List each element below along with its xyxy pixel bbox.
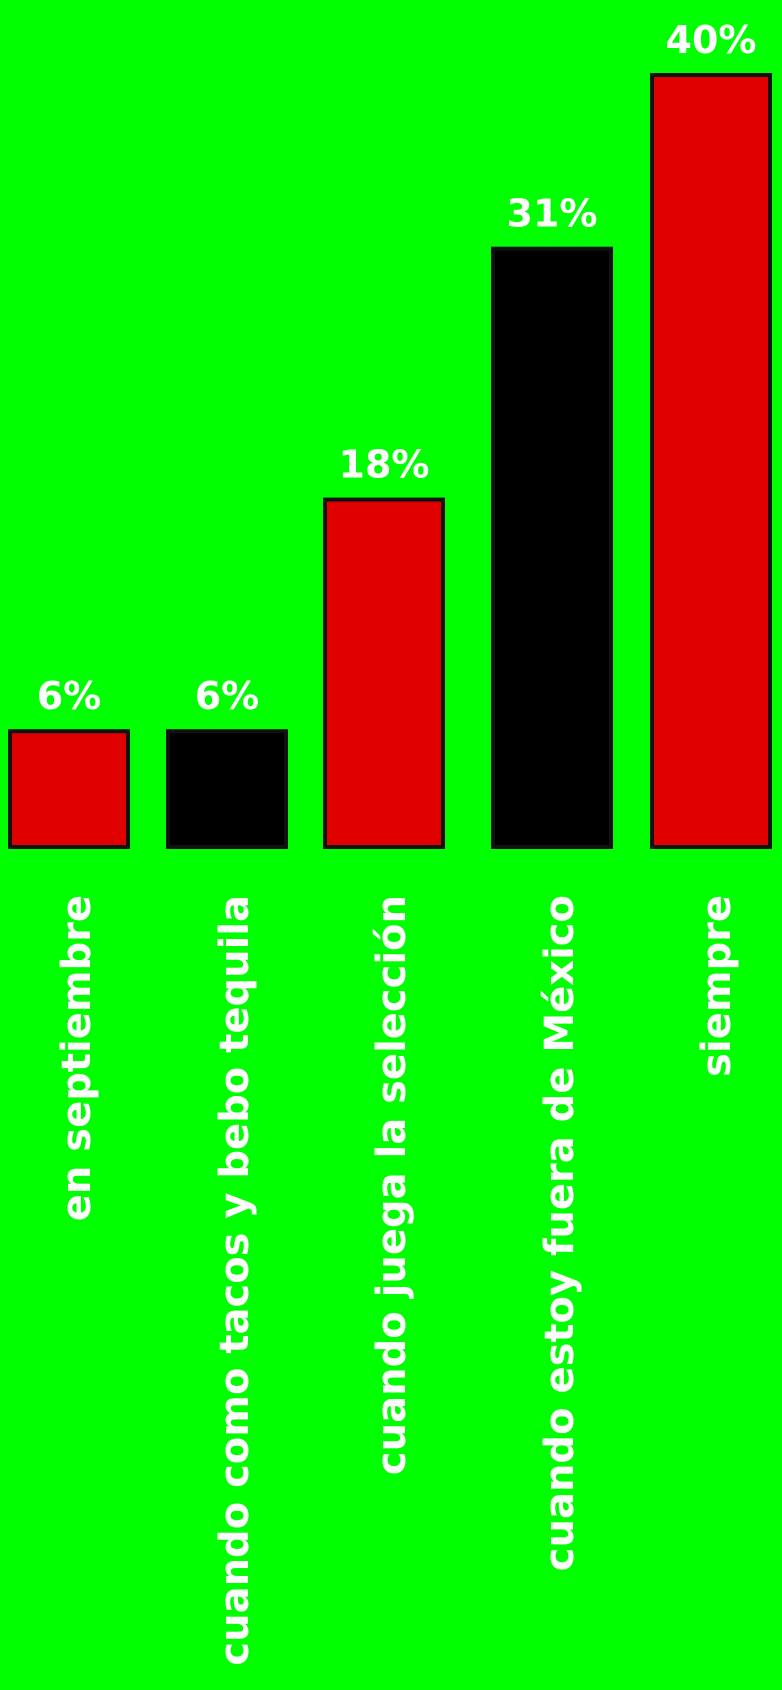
bar-2 xyxy=(166,729,288,850)
value-label-1: 6% xyxy=(37,674,102,718)
bar-3 xyxy=(323,497,445,849)
category-label-1: en septiembre xyxy=(54,895,100,1221)
category-label-5: siempre xyxy=(694,895,740,1077)
value-label-5: 40% xyxy=(666,18,757,62)
category-label-3: cuando juega la selección xyxy=(369,895,415,1475)
value-label-2: 6% xyxy=(195,674,260,718)
value-label-3: 18% xyxy=(339,443,430,487)
bar-4 xyxy=(491,246,613,849)
bar-5 xyxy=(650,73,772,849)
category-label-2: cuando como tacos y bebo tequila xyxy=(212,895,258,1666)
category-label-4: cuando estoy fuera de México xyxy=(537,895,583,1571)
bar-1 xyxy=(8,729,130,850)
value-label-4: 31% xyxy=(507,192,598,236)
